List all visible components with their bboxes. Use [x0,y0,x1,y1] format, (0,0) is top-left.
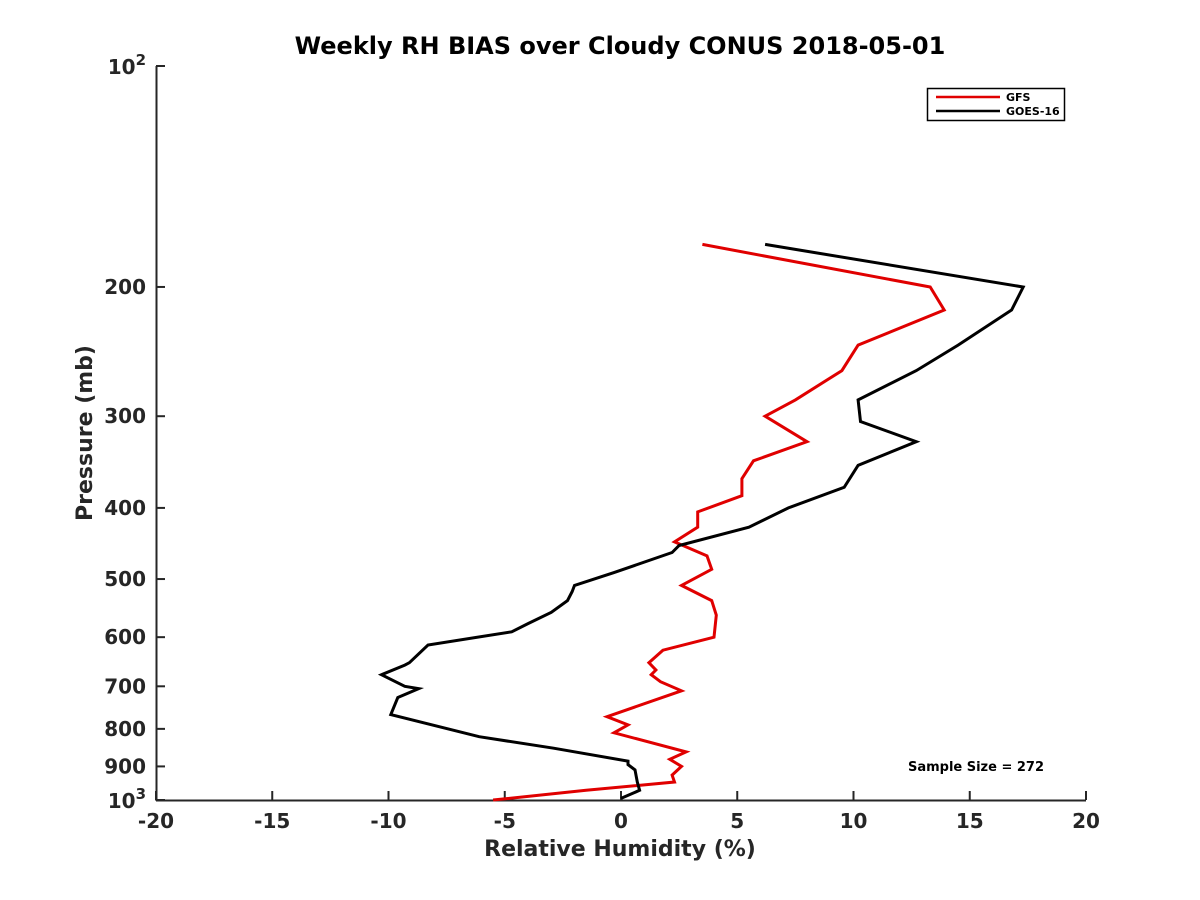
plot-area: -20 -15 -10 -5 0 5 10 15 20 200 300 400 500 600 700 80… [104,51,1100,833]
y-tick-label-exponent: 3 [136,785,146,803]
x-axis-label: Relative Humidity (%) [484,837,756,862]
x-tick-label: -20 [138,809,174,833]
x-tick-label: 0 [614,809,628,833]
x-tick-label: -10 [370,809,406,833]
x-tick-label: -5 [494,809,516,833]
y-axis-label: Pressure (mb) [73,345,98,521]
y-tick-label-power: 103 [108,785,146,813]
y-tick-label: 300 [104,404,146,428]
chart-title: Weekly RH BIAS over Cloudy CONUS 2018-05… [295,32,946,60]
series-line-gfs [492,242,947,802]
x-axis-ticks: -20 -15 -10 -5 0 5 10 15 20 [138,791,1100,833]
y-tick-label-exponent: 2 [136,51,146,69]
sample-size-annotation: Sample Size = 272 [908,760,1044,775]
y-tick-label-base: 10 [108,55,136,79]
legend-label-gfs: GFS [1006,91,1031,104]
y-tick-label-base: 10 [108,789,136,813]
y-tick-label: 400 [104,496,146,520]
y-tick-label: 600 [104,625,146,649]
y-tick-label-power: 102 [108,51,146,79]
x-tick-label: 5 [730,809,744,833]
legend-label-goes16: GOES-16 [1006,105,1060,118]
y-tick-label: 700 [104,674,146,698]
series-line-goes16 [377,242,1026,800]
y-tick-label: 900 [104,754,146,778]
legend-box [926,87,1066,122]
x-tick-label: 15 [956,809,984,833]
x-tick-label: 10 [840,809,868,833]
series-layer [377,242,1026,802]
x-tick-label: 20 [1072,809,1100,833]
legend: GFS GOES-16 [926,87,1066,122]
y-tick-label: 500 [104,567,146,591]
y-tick-label: 800 [104,717,146,741]
y-tick-label: 200 [104,275,146,299]
x-tick-label: -15 [254,809,290,833]
